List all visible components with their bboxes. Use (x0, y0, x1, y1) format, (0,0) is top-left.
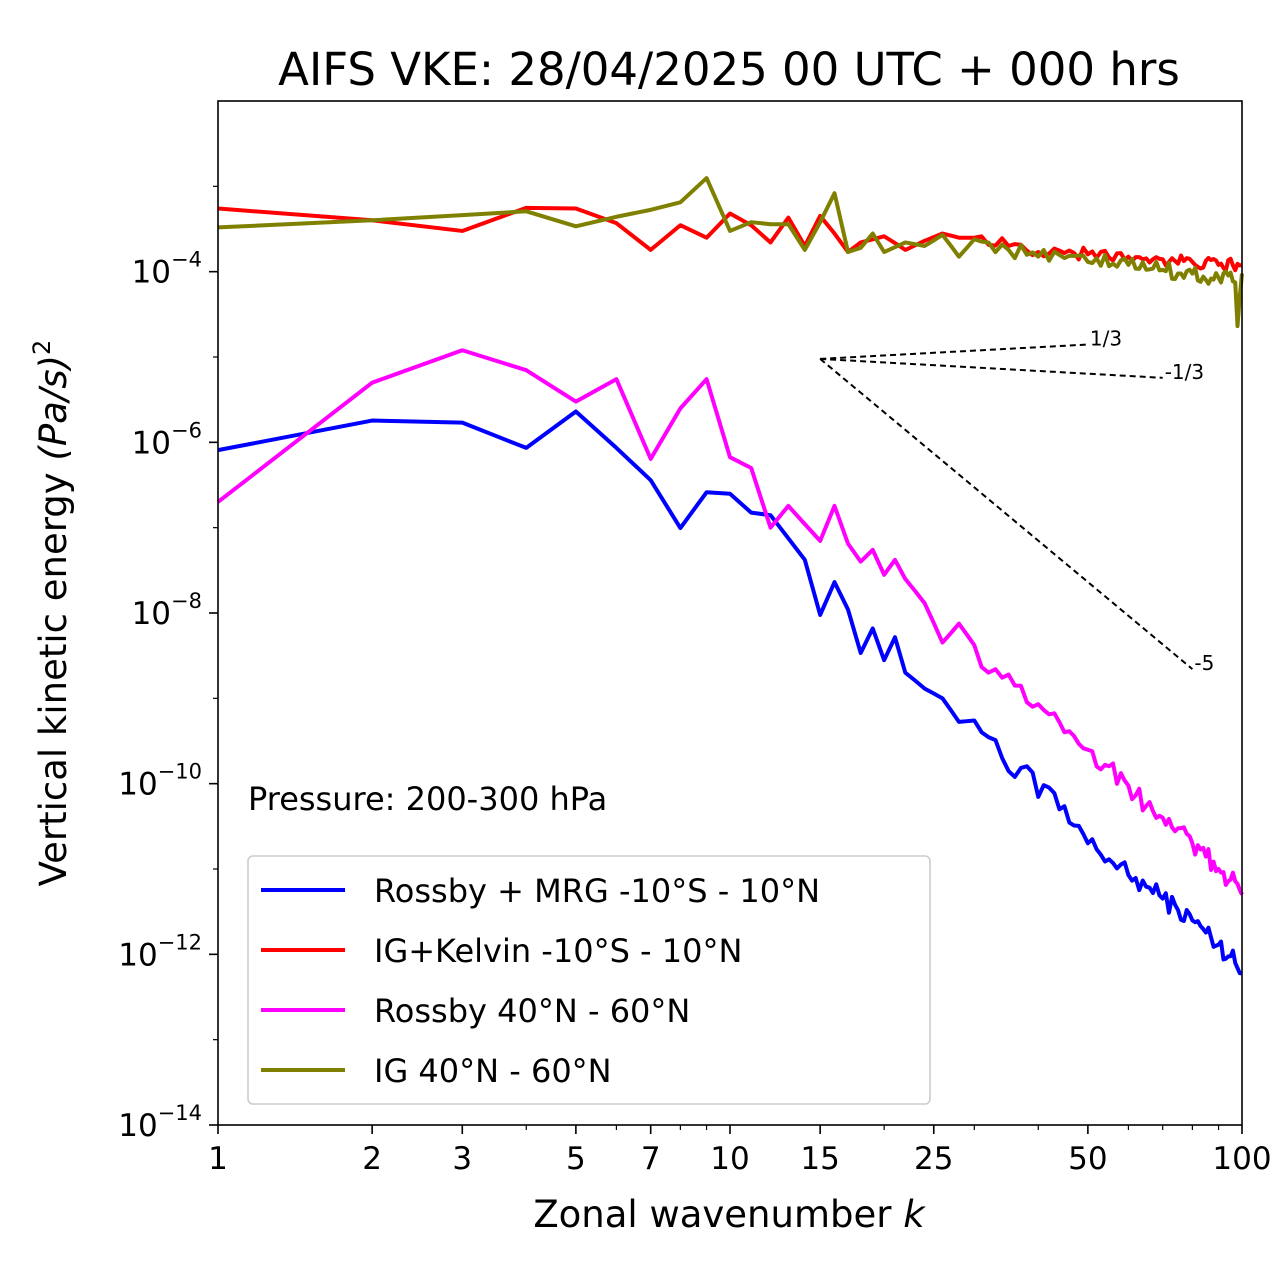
x-tick-label: 15 (800, 1141, 839, 1177)
legend-label: Rossby + MRG -10°S - 10°N (374, 872, 820, 910)
y-tick-exponent: −14 (158, 1101, 202, 1125)
y-tick-label: 10−12 (118, 930, 202, 973)
legend: Rossby + MRG -10°S - 10°N IG+Kelvin -10°S… (247, 855, 931, 1105)
y-tick-label: 10−6 (132, 418, 202, 461)
x-tick-label: 2 (362, 1141, 382, 1177)
y-tick-exponent: −6 (171, 418, 202, 442)
y-tick-base: 10 (118, 1108, 157, 1144)
legend-label: Rossby 40°N - 60°N (374, 992, 690, 1030)
y-tick-label: 10−10 (118, 760, 202, 803)
x-tick-label: 50 (1068, 1141, 1107, 1177)
x-tick-label: 3 (452, 1141, 472, 1177)
x-axis: 1 2 3 5 7 10 15 25 50 100 (208, 1125, 1272, 1177)
y-tick-exponent: −4 (171, 248, 202, 272)
y-tick-label: 10−8 (132, 589, 202, 632)
y-axis-label-var: (Pa/s) (32, 355, 75, 461)
x-tick-label: 25 (914, 1141, 953, 1177)
x-axis-label: Zonal wavenumber k (533, 1193, 926, 1236)
x-axis-label-text: Zonal wavenumber (533, 1193, 892, 1236)
y-tick-base: 10 (118, 767, 157, 803)
x-tick-label: 7 (641, 1141, 661, 1177)
y-tick-base: 10 (132, 425, 171, 461)
y-tick-base: 10 (132, 596, 171, 632)
series-line-2 (216, 348, 1244, 896)
reference-slope-line (820, 343, 1088, 360)
series-line-0 (217, 409, 1243, 976)
y-axis-label-text: Vertical kinetic energy (32, 472, 75, 886)
reference-slope-label: -1/3 (1165, 360, 1204, 384)
y-tick-label: 10−4 (132, 248, 202, 291)
y-tick-base: 10 (132, 255, 171, 291)
x-tick-label: 10 (710, 1141, 749, 1177)
legend-label: IG 40°N - 60°N (374, 1052, 612, 1090)
reference-slope-line (820, 357, 1163, 379)
chart-title: AIFS VKE: 28/04/2025 00 UTC + 000 hrs (278, 43, 1180, 96)
x-tick-label: 100 (1212, 1141, 1271, 1177)
y-tick-exponent: −12 (158, 930, 202, 954)
series-line-3 (217, 176, 1244, 329)
series-line-1 (217, 205, 1243, 273)
y-axis-label-exp: 2 (28, 340, 56, 355)
y-tick-base: 10 (118, 937, 157, 973)
x-axis-label-var: k (903, 1193, 926, 1236)
y-tick-exponent: −8 (171, 589, 202, 613)
reference-slopes: 1/3 -1/3 -5 (819, 327, 1214, 675)
y-axis-label: Vertical kinetic energy (Pa/s)2 (28, 340, 75, 887)
reference-slope-label: 1/3 (1090, 327, 1122, 351)
legend-label: IG+Kelvin -10°S - 10°N (374, 932, 742, 970)
x-tick-label: 5 (566, 1141, 586, 1177)
y-tick-label: 10−14 (118, 1101, 202, 1144)
y-tick-exponent: −10 (158, 760, 202, 784)
series-layer (216, 176, 1244, 976)
pressure-annotation: Pressure: 200-300 hPa (248, 780, 607, 818)
reference-slope-line (819, 358, 1194, 670)
x-tick-label: 1 (208, 1141, 228, 1177)
reference-slope-label: -5 (1194, 651, 1214, 675)
legend-box (247, 855, 931, 1105)
